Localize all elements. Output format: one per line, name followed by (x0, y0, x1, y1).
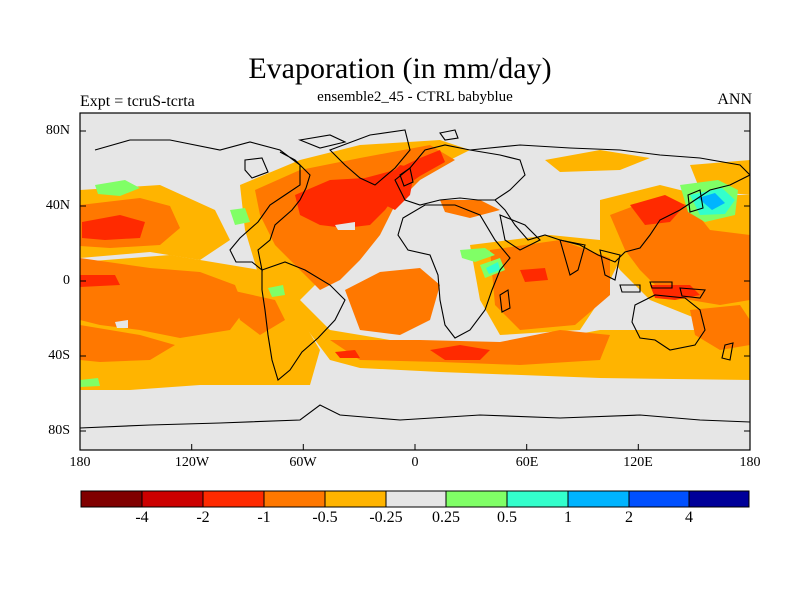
experiment-label: Expt = tcruS-tcrta (80, 93, 195, 110)
lat-label-80s: 80S (48, 423, 70, 438)
japan-blue-patch (698, 193, 725, 210)
indonesia-2 (649, 281, 673, 289)
lon-label-0: 0 (411, 455, 419, 470)
tropical-south-orange (80, 258, 245, 338)
lon-label-60e: 60E (515, 455, 539, 470)
neutral-patch-2 (115, 320, 128, 328)
australia-east-orange (690, 305, 750, 350)
lat-label-40s: 40S (48, 348, 70, 363)
colorbar-bin-3 (202, 490, 265, 508)
map-panel (80, 113, 750, 450)
antarctica-coast (80, 404, 750, 429)
colorbar-bin-4 (263, 490, 326, 508)
colorbar-label-9: 2 (625, 509, 633, 526)
west-pacific-orange (610, 200, 750, 305)
colorbar-bin-7 (445, 490, 508, 508)
south-atlantic-orange (345, 268, 440, 335)
colorbar-bin-6 (385, 490, 447, 508)
colorbar-bin-8 (506, 490, 569, 508)
japan (687, 189, 704, 213)
uk (399, 167, 414, 187)
indian-red (520, 268, 548, 282)
southern-green-patch (80, 378, 100, 387)
greenland (329, 129, 411, 186)
colorbar-label-4: -0.5 (312, 509, 338, 526)
lon-label-180w: 180 (69, 455, 91, 470)
brazil-green-patch (268, 285, 285, 297)
lon-label-180e: 180 (739, 455, 761, 470)
australia-coast (631, 294, 706, 351)
lat-ticks (80, 130, 750, 432)
colorbar-label-7: 0.5 (497, 509, 517, 526)
new-guinea (679, 287, 706, 299)
indochina (599, 249, 621, 281)
africa-green-patch (460, 248, 495, 262)
asia-coast (469, 144, 750, 263)
colorbar-label-5: -0.25 (369, 509, 403, 526)
lon-label-120w: 120W (174, 455, 210, 470)
south-america-coast (261, 261, 346, 381)
new-zealand (721, 342, 734, 361)
colorbar-bin-1 (80, 490, 143, 508)
africa-coast (397, 204, 511, 339)
colorbar-label-2: -2 (196, 509, 210, 526)
mexico-green-patch (230, 208, 250, 225)
north-america-coast (94, 139, 311, 272)
colorbar-bin-9 (567, 490, 630, 508)
colorbar-label-10: 4 (685, 509, 693, 526)
svalbard (439, 129, 459, 141)
europe-coast (394, 144, 526, 206)
colorbar-label-6: 0.25 (432, 509, 460, 526)
lat-label-80n: 80N (45, 123, 70, 138)
madagascar (499, 289, 511, 313)
colorbar-label-8: 1 (564, 509, 572, 526)
colorbar-bin-2 (141, 490, 204, 508)
equatorial-red-west (80, 275, 120, 287)
lat-label-0: 0 (63, 273, 70, 288)
north-atlantic-red (385, 165, 415, 210)
indonesia-1 (619, 284, 641, 293)
colorbar-bin-10 (628, 490, 690, 508)
kuroshio-red (630, 195, 685, 225)
pacific-north-red (82, 215, 145, 240)
neutral-patch-1 (335, 222, 355, 230)
hudson-bay (244, 157, 269, 179)
coastlines (80, 129, 750, 429)
colorbar-bin-5 (324, 490, 387, 508)
colorbar-bin-11 (688, 490, 750, 508)
colorbar (80, 490, 750, 508)
lon-ticks (79, 444, 751, 450)
lon-label-60w: 60W (289, 455, 317, 470)
colorbar-label-3: -1 (257, 509, 271, 526)
colorbar-label-1: -4 (135, 509, 149, 526)
india (559, 239, 586, 276)
southern-red (335, 350, 360, 358)
lat-label-40n: 40N (45, 198, 70, 213)
east-pacific-orange (230, 290, 285, 335)
arabia (499, 214, 541, 251)
arctic-band (545, 150, 650, 172)
pacific-green-patch (95, 180, 140, 196)
map-subtitle: ensemble2_45 - CTRL babyblue (317, 89, 513, 105)
map-title: Evaporation (in mm/day) (248, 52, 552, 85)
arctic-islands (297, 134, 347, 149)
season-label: ANN (717, 91, 752, 108)
south-atlantic-red (430, 345, 490, 360)
lon-label-120e: 120E (623, 455, 653, 470)
eastafrica-cyan-patch (486, 262, 500, 274)
south-pacific-orange (80, 325, 175, 362)
